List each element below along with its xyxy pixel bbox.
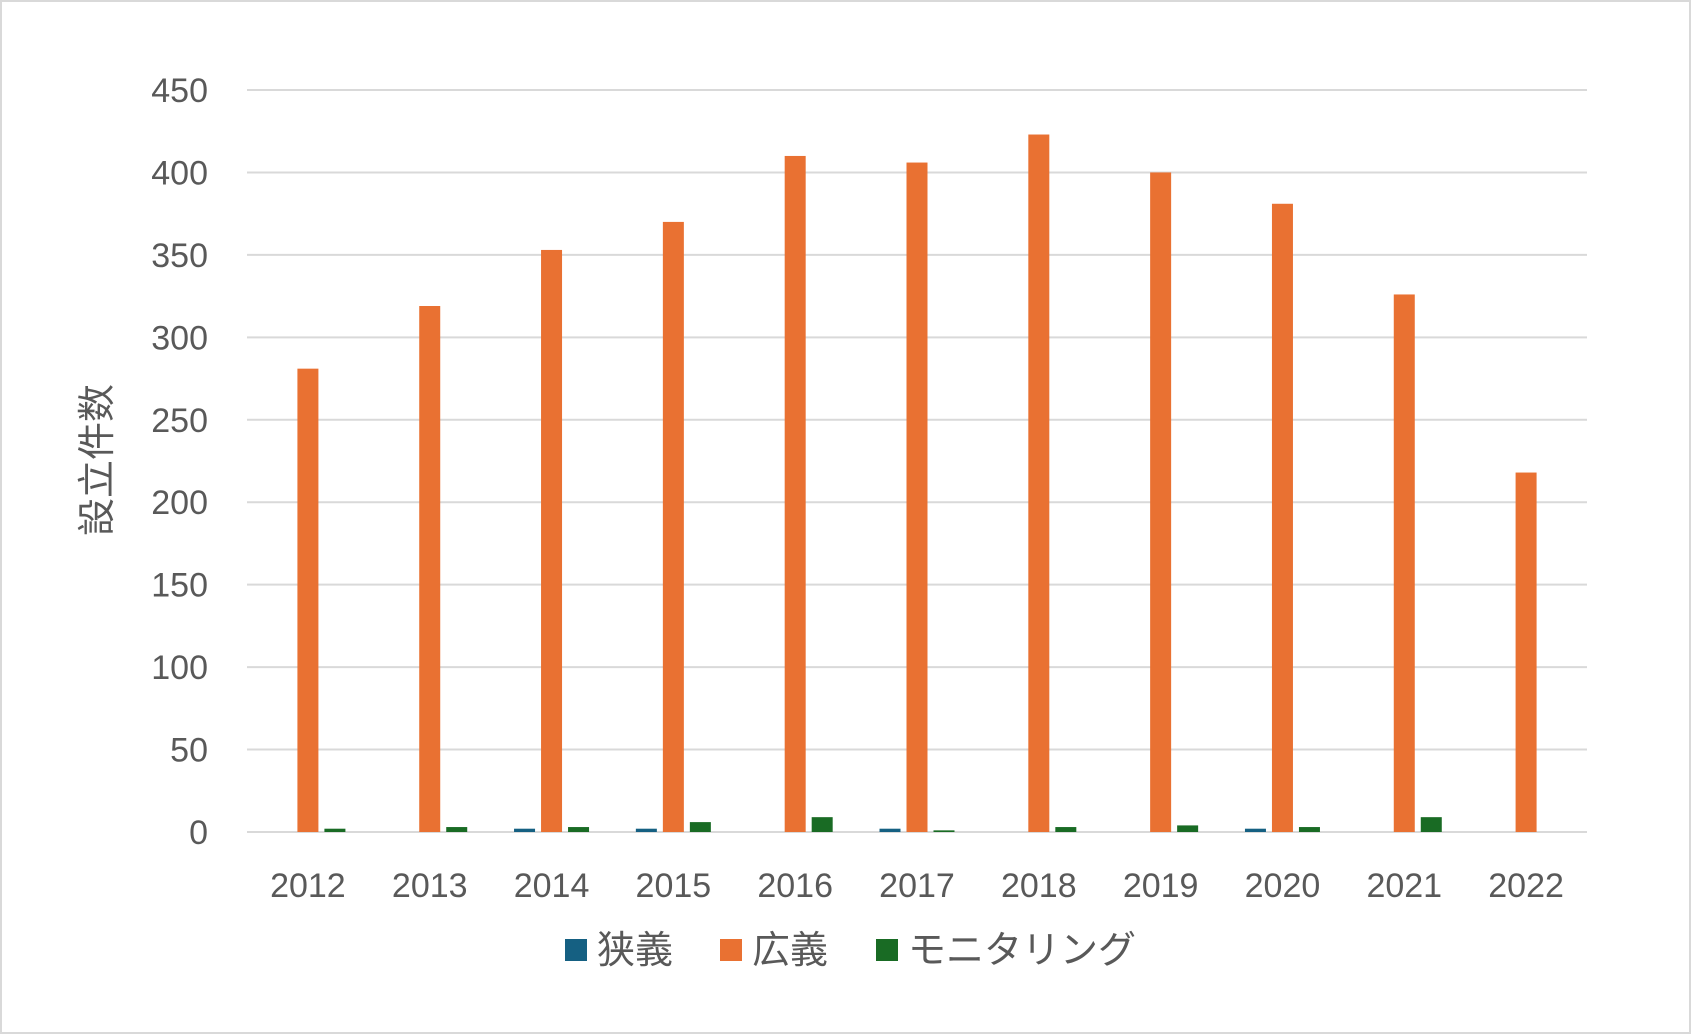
y-tick-label: 400 xyxy=(151,154,208,192)
bar-モニタリング-2017 xyxy=(933,830,955,832)
bar-モニタリング-2013 xyxy=(446,827,468,832)
legend-swatch xyxy=(720,939,742,961)
y-tick-label: 350 xyxy=(151,237,208,275)
bar-モニタリング-2021 xyxy=(1420,817,1442,832)
bar-狭義-2020 xyxy=(1244,828,1266,832)
bar-モニタリング-2012 xyxy=(324,828,346,832)
bar-狭義-2015 xyxy=(635,828,657,832)
legend-label: 広義 xyxy=(752,928,828,972)
y-tick-label: 100 xyxy=(151,649,208,687)
x-axis-ticks: 2012 2013 2014 2015 2016 2017 2018 2019 2020 2021… xyxy=(270,867,1564,905)
y-tick-label: 200 xyxy=(151,484,208,522)
y-tick-label: 450 xyxy=(151,72,208,110)
x-tick-label: 2022 xyxy=(1488,867,1564,905)
legend-label: モニタリング xyxy=(908,928,1136,972)
x-tick-label: 2021 xyxy=(1366,867,1442,905)
y-axis-ticks: 0 50 100 150 200 250 300 350 400 450 xyxy=(151,72,208,852)
legend-swatch xyxy=(565,939,587,961)
x-tick-label: 2015 xyxy=(636,867,712,905)
bar-広義-2016 xyxy=(784,155,806,832)
bar-モニタリング-2014 xyxy=(568,827,590,832)
bar-広義-2015 xyxy=(662,221,684,832)
bar-モニタリング-2015 xyxy=(689,822,711,832)
y-axis-title: 設立件数 xyxy=(75,384,119,536)
x-tick-label: 2012 xyxy=(270,867,346,905)
bar-広義-2020 xyxy=(1271,203,1293,833)
y-tick-label: 300 xyxy=(151,319,208,357)
bar-モニタリング-2016 xyxy=(811,817,833,832)
bar-広義-2012 xyxy=(297,368,319,832)
x-tick-label: 2014 xyxy=(514,867,590,905)
x-tick-label: 2020 xyxy=(1245,867,1321,905)
x-tick-label: 2017 xyxy=(879,867,955,905)
bar-広義-2018 xyxy=(1028,134,1050,832)
y-tick-label: 0 xyxy=(189,814,208,852)
x-tick-label: 2016 xyxy=(757,867,833,905)
bar-広義-2013 xyxy=(419,306,441,832)
y-tick-label: 150 xyxy=(151,567,208,605)
legend-swatch xyxy=(876,939,898,961)
x-tick-label: 2019 xyxy=(1123,867,1199,905)
bar-広義-2019 xyxy=(1150,172,1172,832)
bar-狭義-2017 xyxy=(879,828,901,832)
x-tick-label: 2013 xyxy=(392,867,468,905)
bar-モニタリング-2019 xyxy=(1177,825,1199,832)
bar-狭義-2014 xyxy=(514,828,536,832)
x-tick-label: 2018 xyxy=(1001,867,1077,905)
bar-広義-2021 xyxy=(1393,294,1415,832)
y-tick-label: 50 xyxy=(170,732,208,770)
bar-モニタリング-2018 xyxy=(1055,827,1077,832)
bar-広義-2017 xyxy=(906,162,928,832)
legend: 狭義 広義 モニタリング xyxy=(565,928,1136,972)
bar-モニタリング-2020 xyxy=(1298,827,1320,832)
bar-広義-2022 xyxy=(1515,472,1537,832)
bar-広義-2014 xyxy=(541,249,563,833)
y-tick-label: 250 xyxy=(151,402,208,440)
bars xyxy=(297,134,1537,833)
legend-label: 狭義 xyxy=(597,928,673,972)
